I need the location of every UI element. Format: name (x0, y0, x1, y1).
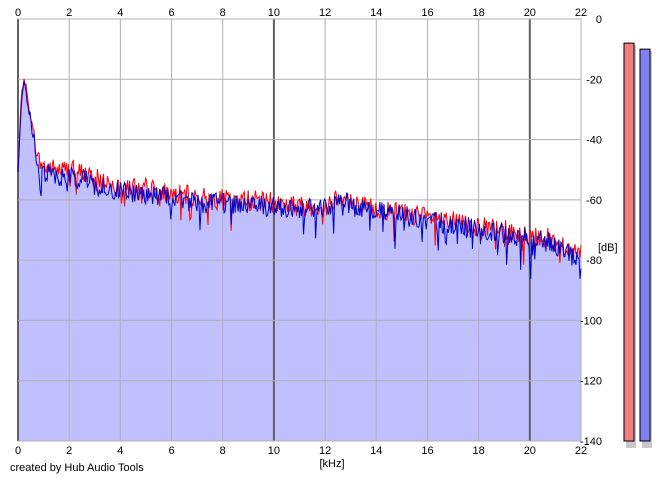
grid (17, 18, 582, 442)
x-axis-label: [kHz] (319, 458, 344, 470)
level-meter-bar (623, 42, 635, 442)
series-line-0 (17, 78, 582, 265)
y-tick-label: -40 (586, 135, 602, 147)
y-tick-label: -140 (580, 436, 602, 448)
x-tick-label-bottom: 22 (575, 445, 587, 457)
y-tick-label: 0 (596, 14, 602, 26)
y-axis-label: [dB] (598, 242, 618, 254)
x-tick-label-bottom: 16 (421, 445, 433, 457)
x-tick-label-bottom: 2 (66, 445, 72, 457)
x-tick-label-bottom: 12 (319, 445, 331, 457)
level-meter-bar (639, 48, 651, 442)
x-tick-label-top: 4 (117, 7, 123, 19)
x-tick-label-top: 12 (319, 7, 331, 19)
x-tick-label-bottom: 10 (268, 445, 280, 457)
y-tick-label: -100 (580, 315, 602, 327)
credit-text: created by Hub Audio Tools (10, 462, 144, 474)
x-tick-label-top: 2 (66, 7, 72, 19)
series-line-1 (17, 80, 582, 279)
y-tick-label: -80 (586, 255, 602, 267)
x-tick-label-bottom: 8 (220, 445, 226, 457)
level-meters (623, 42, 652, 449)
x-tick-label-bottom: 18 (473, 445, 485, 457)
x-tick-label-top: 6 (168, 7, 174, 19)
x-tick-label-top: 0 (15, 7, 21, 19)
x-tick-label-top: 18 (473, 7, 485, 19)
x-tick-label-bottom: 0 (15, 445, 21, 457)
right-axis-ticks: 0 -20 -40 -60 -80 -100 -120 -140 (580, 14, 602, 448)
x-tick-label-bottom: 6 (168, 445, 174, 457)
spectrum-lines (17, 78, 582, 279)
x-tick-label-top: 20 (524, 7, 536, 19)
y-tick-label: -60 (586, 195, 602, 207)
x-tick-label-top: 22 (575, 7, 587, 19)
x-tick-label-top: 8 (220, 7, 226, 19)
x-tick-label-top: 10 (268, 7, 280, 19)
bottom-axis-ticks: 0 2 4 6 8 10 12 14 16 18 20 22 (15, 445, 587, 457)
y-tick-label: -120 (580, 376, 602, 388)
x-tick-label-bottom: 14 (370, 445, 382, 457)
top-axis-ticks: 0 2 4 6 8 10 12 14 16 18 20 22 (15, 7, 587, 19)
x-tick-label-top: 16 (421, 7, 433, 19)
y-tick-label: -20 (586, 74, 602, 86)
x-tick-label-top: 14 (370, 7, 382, 19)
x-tick-label-bottom: 4 (117, 445, 123, 457)
x-tick-label-bottom: 20 (524, 445, 536, 457)
